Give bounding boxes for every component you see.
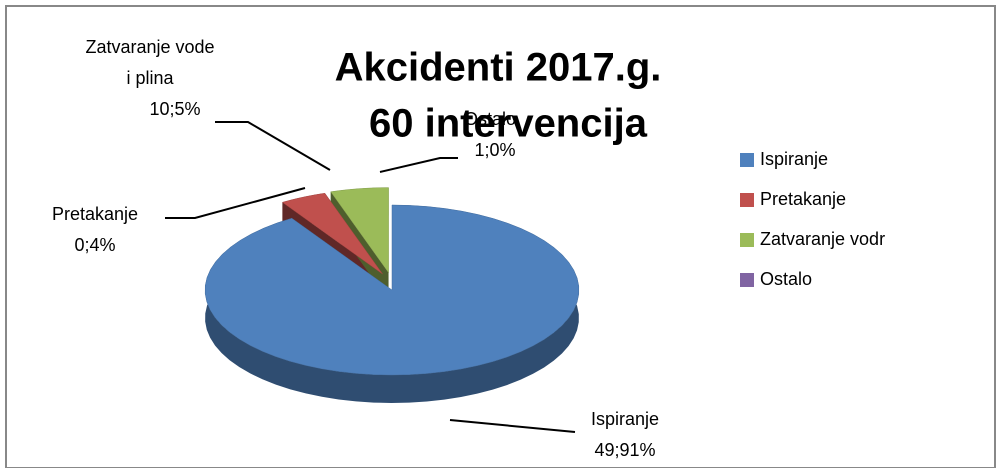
chart-title: Akcidenti 2017.g.: [335, 46, 662, 90]
data-label: 49;91%: [594, 440, 655, 460]
leader-line: [379, 157, 458, 173]
slice: [281, 192, 383, 275]
data-label: 10;5%: [149, 99, 200, 119]
legend-label: Ispiranje: [760, 149, 828, 169]
leader-line: [165, 187, 306, 219]
data-label-name: Zatvaranje vode: [85, 37, 214, 57]
data-label-name: Pretakanje: [52, 204, 138, 224]
legend-label: Pretakanje: [760, 189, 846, 209]
leader-lines: [165, 121, 576, 433]
slice: [204, 204, 580, 376]
legend-label: Zatvaranje vodr: [760, 229, 885, 249]
data-label: 0;4%: [74, 235, 115, 255]
data-label-name: i plina: [126, 68, 174, 88]
data-label: 1;0%: [474, 140, 515, 160]
data-label-name: Ispiranje: [591, 409, 659, 429]
data-labels: Ispiranje 49;91% Pretakanje 0;4% Zatvaranje …: [52, 37, 659, 460]
chart-title: 60 intervencija: [369, 102, 648, 146]
legend-swatch: [740, 233, 754, 247]
leader-line: [215, 121, 331, 171]
data-label-name: Ostalo: [464, 109, 516, 129]
legend-label: Ostalo: [760, 269, 812, 289]
legend-swatch: [740, 273, 754, 287]
legend-swatch: [740, 193, 754, 207]
legend-swatch: [740, 153, 754, 167]
pie: [204, 187, 580, 403]
slice: [330, 187, 389, 274]
leader-line: [449, 419, 576, 433]
legend: Ispiranje Pretakanje Zatvaranje vodr Ostalo: [740, 149, 885, 289]
